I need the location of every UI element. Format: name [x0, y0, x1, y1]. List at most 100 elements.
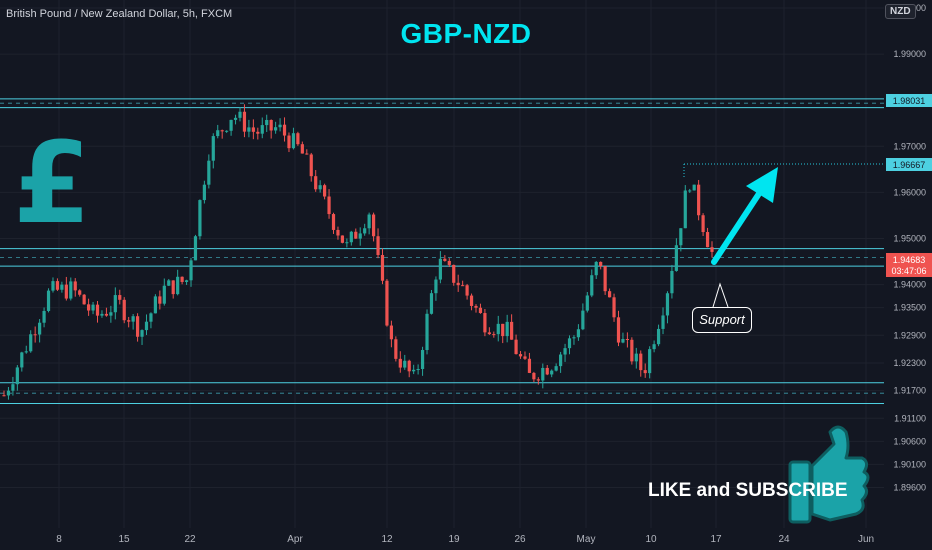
candle-body [118, 295, 122, 300]
y-tick-label: 1.99000 [893, 49, 926, 59]
x-tick-label: 10 [645, 534, 657, 545]
candle-body [42, 310, 46, 323]
x-tick-label: May [577, 534, 596, 545]
candle-body [24, 351, 28, 353]
target-tag: 1.96667 [886, 158, 932, 171]
candle-body [345, 242, 349, 244]
candle-body [73, 281, 77, 291]
candle-body [679, 228, 683, 246]
candle-body [149, 313, 153, 322]
candle-body [363, 228, 367, 234]
candle-body [438, 258, 442, 280]
candle-body [260, 125, 264, 134]
candle-body [416, 368, 420, 370]
candle-body [225, 130, 229, 132]
candle-body [518, 354, 523, 357]
candle-body [336, 229, 340, 236]
candle-body [683, 190, 687, 229]
candle-body [487, 332, 491, 335]
candle-body [162, 285, 166, 304]
candle-body [278, 124, 282, 128]
candle-body [207, 160, 211, 185]
candle-body [665, 293, 670, 316]
candle-body [505, 321, 509, 337]
y-tick-label: 1.93500 [893, 303, 926, 313]
x-tick-label: 24 [778, 534, 790, 545]
candle-body [55, 281, 60, 290]
candle-body [87, 304, 91, 311]
y-tick-label: 1.91700 [893, 386, 926, 396]
y-tick-label: 1.94000 [893, 280, 926, 290]
candle-body [648, 349, 652, 374]
candle-body [51, 281, 55, 291]
x-tick-label: 22 [184, 534, 196, 545]
candle-body [652, 344, 656, 350]
candle-body [349, 231, 353, 243]
candle-body [688, 190, 692, 192]
candle-body [184, 280, 189, 282]
current-price-tag: 1.94683 03:47:06 [886, 253, 932, 277]
candle-body [82, 294, 86, 305]
candle-body [483, 313, 487, 333]
candle-body [376, 236, 380, 256]
candle-body [429, 293, 434, 314]
candle-body [167, 280, 171, 286]
candle-body [532, 372, 536, 380]
time-axis: 8 15 22 Apr 12 19 26 May 10 17 24 Jun [56, 534, 874, 545]
currency-badge[interactable]: NZD [885, 4, 916, 19]
x-tick-label: 26 [514, 534, 526, 545]
candle-body [358, 233, 362, 239]
candle-body [265, 119, 269, 126]
candle-body [630, 339, 634, 362]
candle-body [247, 127, 251, 132]
candle-body [514, 339, 518, 355]
candle-body [643, 370, 647, 374]
candle-body [296, 133, 300, 145]
candle-body [202, 184, 206, 201]
y-tick-label: 1.96000 [893, 187, 926, 197]
candle-body [238, 111, 242, 118]
y-tick-label: 1.90600 [893, 436, 926, 446]
candle-body [670, 270, 674, 294]
x-tick-label: 19 [448, 534, 460, 545]
symbol-label: British Pound / New Zealand Dollar, 5h, … [6, 8, 233, 20]
candle-body [639, 353, 643, 371]
candle-body [64, 284, 68, 299]
x-tick-label: Jun [858, 534, 874, 545]
candle-body [46, 290, 51, 311]
thumbs-up-icon [788, 425, 870, 524]
candle-body [616, 317, 621, 343]
chart-grid [0, 0, 884, 528]
candle-body [371, 214, 376, 237]
candle-body [541, 367, 545, 381]
candle-body [305, 153, 309, 155]
candle-body [380, 255, 385, 281]
candle-body [599, 261, 603, 267]
candle-body [594, 261, 598, 276]
candle-body [559, 354, 563, 367]
price-zones [0, 98, 884, 405]
candle-body [554, 366, 558, 371]
candle-body [385, 280, 389, 326]
candle-body [256, 131, 260, 134]
candle-body [269, 119, 273, 131]
candle-body [131, 316, 135, 322]
x-tick-label: 17 [710, 534, 722, 545]
candle-body [113, 295, 117, 313]
candle-body [229, 119, 233, 131]
candle-body [510, 321, 514, 340]
candle-body [621, 339, 625, 343]
candle-body [407, 360, 411, 372]
candle-body [78, 290, 82, 295]
candle-body [434, 279, 438, 294]
candle-body [2, 395, 6, 397]
candle-body [456, 282, 460, 286]
y-tick-label: 1.90100 [893, 459, 926, 469]
candle-body [100, 313, 104, 316]
candle-body [496, 323, 500, 335]
candle-body [193, 236, 198, 261]
candle-body [104, 313, 109, 316]
candle-body [420, 350, 425, 369]
candle-body [465, 285, 469, 296]
